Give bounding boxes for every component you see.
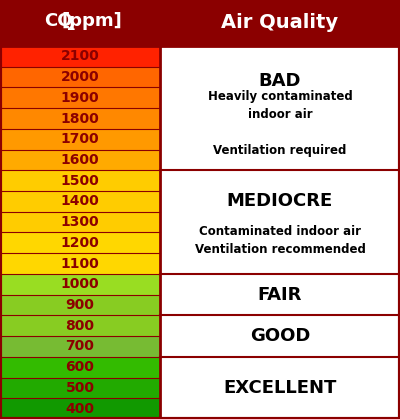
Text: 2000: 2000 — [61, 70, 99, 84]
Bar — [0, 295, 160, 316]
Bar — [0, 46, 160, 67]
Bar — [0, 233, 160, 253]
Text: MEDIOCRE: MEDIOCRE — [227, 192, 333, 210]
Text: 1500: 1500 — [61, 174, 99, 188]
Text: 2100: 2100 — [61, 49, 99, 63]
Text: [ppm]: [ppm] — [62, 12, 122, 30]
Bar — [0, 150, 160, 171]
Text: 1700: 1700 — [61, 132, 99, 146]
Text: 1800: 1800 — [61, 111, 99, 126]
Bar — [0, 253, 160, 274]
Text: 1000: 1000 — [61, 277, 99, 291]
Bar — [0, 398, 160, 419]
Text: FAIR: FAIR — [258, 286, 302, 304]
Bar — [0, 171, 160, 191]
Bar — [160, 171, 400, 274]
Bar — [0, 274, 160, 295]
Text: 600: 600 — [66, 360, 94, 374]
Bar — [160, 357, 400, 419]
Text: 1900: 1900 — [61, 91, 99, 105]
Text: 700: 700 — [66, 339, 94, 354]
Text: Heavily contaminated
indoor air

Ventilation required: Heavily contaminated indoor air Ventilat… — [208, 90, 352, 157]
Bar — [160, 46, 400, 171]
Bar — [160, 316, 400, 357]
Text: GOOD: GOOD — [250, 327, 310, 345]
Text: Contaminated indoor air
Ventilation recommended: Contaminated indoor air Ventilation reco… — [194, 225, 366, 256]
Text: 1200: 1200 — [61, 236, 99, 250]
Bar — [0, 129, 160, 150]
Bar — [0, 67, 160, 88]
Text: 500: 500 — [66, 381, 94, 395]
Bar — [0, 316, 160, 336]
Bar — [0, 88, 160, 108]
Text: 1100: 1100 — [61, 256, 99, 271]
Bar — [0, 357, 160, 378]
Text: CO: CO — [44, 12, 72, 30]
Bar — [0, 108, 160, 129]
Bar — [160, 274, 400, 316]
Text: 2: 2 — [67, 21, 75, 34]
Bar — [0, 0, 160, 46]
Bar — [0, 378, 160, 398]
Bar — [160, 0, 400, 46]
Text: Air Quality: Air Quality — [222, 13, 338, 33]
Text: 1600: 1600 — [61, 153, 99, 167]
Bar — [0, 336, 160, 357]
Text: BAD: BAD — [259, 72, 301, 90]
Text: 800: 800 — [66, 319, 94, 333]
Text: 1300: 1300 — [61, 215, 99, 229]
Bar — [0, 212, 160, 233]
Text: 900: 900 — [66, 298, 94, 312]
Bar — [0, 191, 160, 212]
Text: 1400: 1400 — [61, 194, 99, 208]
Text: EXCELLENT: EXCELLENT — [223, 379, 337, 397]
Text: 400: 400 — [66, 402, 94, 416]
